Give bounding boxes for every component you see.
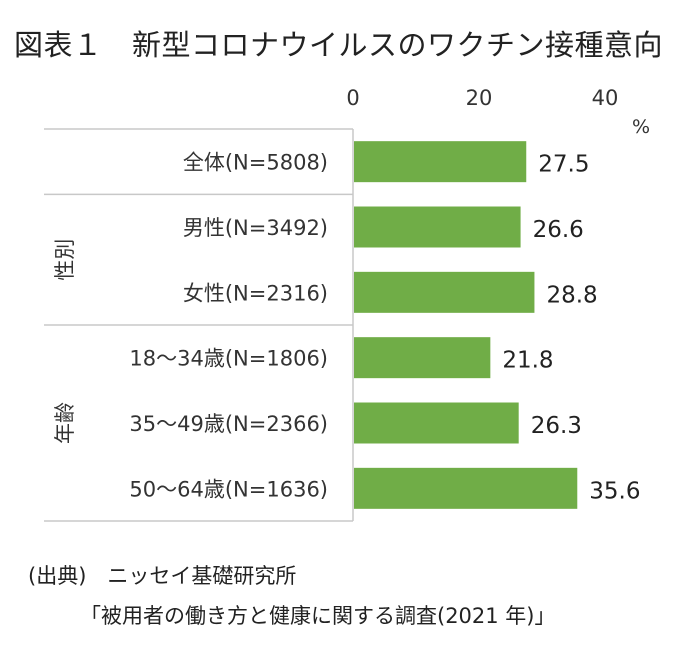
bar [354, 271, 535, 313]
category-label: 女性(N=2316) [183, 281, 328, 305]
category-label: 18～34歳(N=1806) [129, 347, 328, 371]
value-labels: 27.5 26.6 28.8 21.8 26.3 35.6 [502, 152, 640, 505]
x-tick-label: 40 [592, 86, 619, 110]
category-label: 全体(N=5808) [183, 151, 328, 175]
value-label: 35.6 [589, 478, 640, 504]
category-label: 男性(N=3492) [183, 216, 328, 240]
bar [354, 206, 521, 248]
value-label: 26.3 [531, 413, 582, 439]
x-tick-label: 0 [346, 86, 359, 110]
source-line-1: (出典) ニッセイ基礎研究所 [28, 564, 297, 588]
bar [354, 467, 578, 509]
bar [354, 141, 527, 183]
source-line-2: 「被用者の働き方と健康に関する調査(2021 年)」 [80, 604, 556, 628]
x-axis-ticks: 0 20 40 [346, 86, 618, 110]
chart-title: 図表１ 新型コロナウイルスのワクチン接種意向 [14, 28, 664, 62]
group-label: 性別 [53, 239, 77, 281]
bar [354, 337, 491, 379]
value-label: 21.8 [502, 348, 553, 374]
group-label: 年齢 [53, 402, 77, 444]
category-label: 50～64歳(N=1636) [129, 477, 328, 501]
value-label: 27.5 [538, 152, 589, 178]
bar [354, 402, 519, 444]
x-tick-label: 20 [466, 86, 493, 110]
category-label: 35～49歳(N=2366) [129, 412, 328, 436]
value-label: 28.8 [546, 282, 597, 308]
unit-label: % [632, 116, 650, 138]
bars-group [354, 141, 578, 509]
category-labels: 全体(N=5808) 男性(N=3492) 女性(N=2316) 18～34歳(N=1… [129, 151, 328, 502]
value-label: 26.6 [533, 217, 584, 243]
category-frame [44, 128, 354, 522]
